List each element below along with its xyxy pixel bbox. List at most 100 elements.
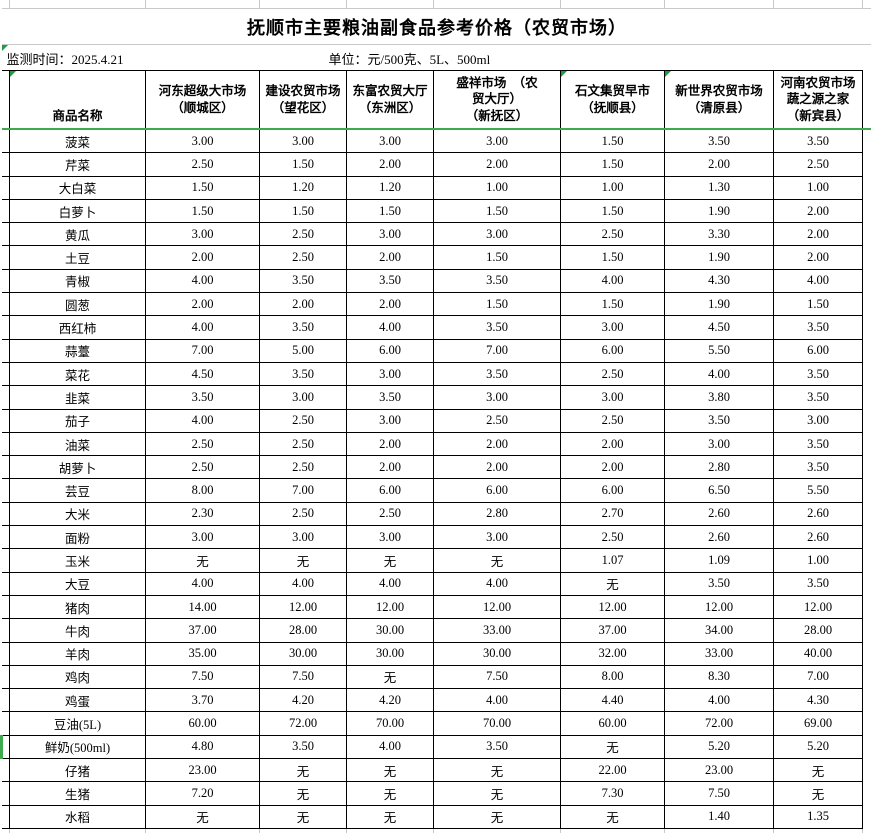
price-cell[interactable]: 2.60 [773,525,863,550]
product-name[interactable]: 羊肉 [9,641,146,666]
price-cell[interactable]: 无 [346,548,434,573]
price-cell[interactable]: 14.00 [145,594,260,620]
price-cell[interactable]: 3.00 [145,525,260,550]
price-cell[interactable]: 2.00 [346,431,434,457]
product-name[interactable]: 土豆 [9,245,146,270]
product-name[interactable]: 芹菜 [9,152,146,177]
price-cell[interactable]: 3.50 [433,268,561,294]
price-cell[interactable]: 23.00 [664,758,774,783]
price-cell[interactable]: 4.00 [259,571,347,596]
price-cell[interactable]: 2.00 [773,198,863,224]
price-cell[interactable]: 无 [346,664,434,690]
price-cell[interactable]: 1.50 [560,245,665,270]
price-cell[interactable]: 4.00 [346,571,434,596]
price-cell[interactable]: 2.50 [560,361,665,387]
price-cell[interactable]: 22.00 [560,758,665,783]
price-cell[interactable]: 2.50 [259,455,347,480]
price-cell[interactable]: 3.00 [664,431,774,457]
price-cell[interactable]: 6.00 [773,338,863,363]
price-cell[interactable]: 40.00 [773,641,863,666]
price-cell[interactable]: 2.50 [560,222,665,247]
price-cell[interactable]: 2.00 [145,245,260,270]
price-cell[interactable]: 69.00 [773,711,863,736]
price-cell[interactable]: 3.80 [664,385,774,410]
product-name[interactable]: 西红柿 [9,315,146,340]
price-cell[interactable]: 3.00 [346,128,434,154]
price-cell[interactable]: 2.00 [145,292,260,317]
price-cell[interactable]: 4.00 [346,315,434,340]
price-cell[interactable]: 2.00 [346,292,434,317]
price-cell[interactable]: 2.50 [773,152,863,177]
product-name[interactable]: 菠菜 [9,128,146,154]
price-cell[interactable]: 70.00 [346,711,434,736]
price-cell[interactable]: 3.00 [346,408,434,433]
product-name[interactable]: 青椒 [9,268,146,294]
price-cell[interactable]: 3.00 [145,222,260,247]
price-cell[interactable]: 3.50 [773,431,863,457]
price-cell[interactable]: 3.00 [346,525,434,550]
market-header[interactable]: 盛祥市场 （农 贸大厅） （新抚区） [433,70,561,130]
price-cell[interactable]: 7.00 [773,664,863,690]
price-cell[interactable]: 3.00 [145,128,260,154]
product-name[interactable]: 韭菜 [9,385,146,410]
price-cell[interactable]: 2.50 [259,245,347,270]
price-cell[interactable]: 4.00 [664,688,774,713]
product-name[interactable]: 鸡蛋 [9,688,146,713]
price-cell[interactable]: 2.80 [664,455,774,480]
product-name[interactable]: 玉米 [9,548,146,573]
price-cell[interactable]: 30.00 [259,641,347,666]
price-cell[interactable]: 2.50 [259,222,347,247]
price-cell[interactable]: 12.00 [433,594,561,620]
price-cell[interactable]: 3.00 [433,385,561,410]
price-cell[interactable]: 无 [433,781,561,806]
price-cell[interactable]: 2.00 [773,245,863,270]
price-cell[interactable]: 3.00 [773,408,863,433]
price-cell[interactable]: 2.50 [346,501,434,527]
price-cell[interactable]: 4.30 [773,688,863,713]
price-cell[interactable]: 4.20 [346,688,434,713]
price-cell[interactable]: 1.50 [145,175,260,200]
product-name[interactable]: 芸豆 [9,478,146,503]
price-cell[interactable]: 7.50 [145,664,260,690]
price-cell[interactable]: 2.00 [346,455,434,480]
price-cell[interactable]: 4.40 [560,688,665,713]
price-cell[interactable]: 无 [773,781,863,806]
price-cell[interactable]: 1.50 [259,198,347,224]
price-cell[interactable]: 2.50 [259,431,347,457]
price-cell[interactable]: 7.00 [259,478,347,503]
price-cell[interactable]: 1.90 [664,245,774,270]
price-cell[interactable]: 1.50 [560,198,665,224]
price-cell[interactable]: 4.50 [145,361,260,387]
market-header[interactable]: 石文集贸早市 （抚顺县） [560,70,665,130]
price-cell[interactable]: 1.40 [664,804,774,829]
price-cell[interactable]: 3.00 [433,128,561,154]
price-cell[interactable]: 无 [259,781,347,806]
price-cell[interactable]: 1.50 [560,292,665,317]
price-cell[interactable]: 2.50 [259,408,347,433]
price-cell[interactable]: 3.50 [773,128,863,154]
price-cell[interactable]: 2.60 [773,501,863,527]
price-cell[interactable]: 无 [346,804,434,829]
price-cell[interactable]: 7.30 [560,781,665,806]
price-cell[interactable]: 3.00 [346,361,434,387]
price-cell[interactable]: 12.00 [773,594,863,620]
product-name[interactable]: 黄瓜 [9,222,146,247]
price-cell[interactable]: 3.50 [433,361,561,387]
price-cell[interactable]: 12.00 [346,594,434,620]
price-cell[interactable]: 5.20 [664,734,774,760]
price-cell[interactable]: 无 [773,758,863,783]
price-cell[interactable]: 1.50 [560,152,665,177]
price-cell[interactable]: 3.70 [145,688,260,713]
price-cell[interactable]: 3.50 [664,571,774,596]
price-cell[interactable]: 6.50 [664,478,774,503]
price-cell[interactable]: 2.00 [433,455,561,480]
price-cell[interactable]: 72.00 [664,711,774,736]
price-cell[interactable]: 无 [259,548,347,573]
price-cell[interactable]: 60.00 [145,711,260,736]
price-cell[interactable]: 6.00 [560,478,665,503]
price-cell[interactable]: 3.00 [346,222,434,247]
price-cell[interactable]: 4.20 [259,688,347,713]
price-cell[interactable]: 1.00 [773,548,863,573]
price-cell[interactable]: 1.07 [560,548,665,573]
price-cell[interactable]: 1.50 [433,245,561,270]
